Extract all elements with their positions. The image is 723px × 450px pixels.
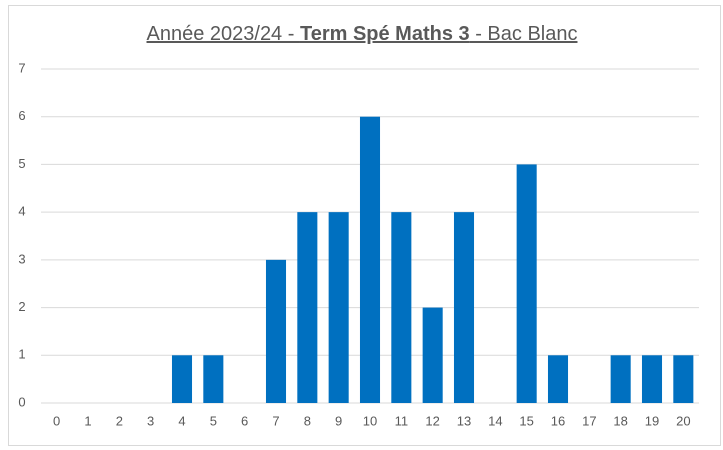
x-tick-label: 6: [241, 413, 248, 428]
x-tick-label: 9: [335, 413, 342, 428]
x-tick-label: 13: [457, 413, 471, 428]
bar: [610, 355, 631, 403]
x-tick-label: 2: [116, 413, 123, 428]
title-part: Année 2023/24 -: [147, 23, 300, 45]
bar: [328, 212, 349, 403]
x-tick-label: 16: [551, 413, 565, 428]
title-part: - Bac Blanc: [470, 23, 578, 45]
x-tick-label: 20: [676, 413, 690, 428]
y-tick-label: 1: [18, 347, 25, 362]
x-tick-label: 8: [304, 413, 311, 428]
bar: [171, 355, 193, 403]
x-tick-label: 1: [84, 413, 91, 428]
bar: [297, 212, 318, 403]
bar: [516, 164, 537, 403]
y-tick-label: 7: [18, 60, 25, 75]
bar: [391, 212, 412, 403]
bar: [547, 355, 569, 403]
x-tick-label: 4: [178, 413, 185, 428]
bar: [422, 307, 443, 403]
x-tick-label: 3: [147, 413, 154, 428]
y-tick-label: 2: [18, 299, 25, 314]
bar: [453, 212, 475, 403]
x-tick-label: 18: [613, 413, 627, 428]
bar: [641, 355, 663, 403]
x-tick-label: 7: [272, 413, 279, 428]
x-tick-label: 19: [645, 413, 659, 428]
bar: [359, 116, 381, 403]
y-tick-label: 5: [18, 156, 25, 171]
x-tick-label: 12: [425, 413, 439, 428]
bar: [265, 259, 287, 403]
y-tick-label: 6: [18, 108, 25, 123]
x-tick-label: 15: [519, 413, 533, 428]
bar: [203, 355, 224, 403]
title-part: Term Spé Maths 3: [300, 23, 470, 45]
x-tick-label: 5: [210, 413, 217, 428]
x-tick-label: 0: [53, 413, 60, 428]
x-tick-label: 14: [488, 413, 502, 428]
x-tick-label: 10: [363, 413, 377, 428]
x-tick-label: 17: [582, 413, 596, 428]
y-tick-label: 0: [18, 394, 25, 409]
y-tick-label: 3: [18, 251, 25, 266]
bar: [673, 355, 694, 403]
y-tick-label: 4: [18, 204, 25, 219]
chart-title: Année 2023/24 - Term Spé Maths 3 - Bac B…: [147, 23, 578, 45]
x-tick-label: 11: [395, 413, 409, 428]
